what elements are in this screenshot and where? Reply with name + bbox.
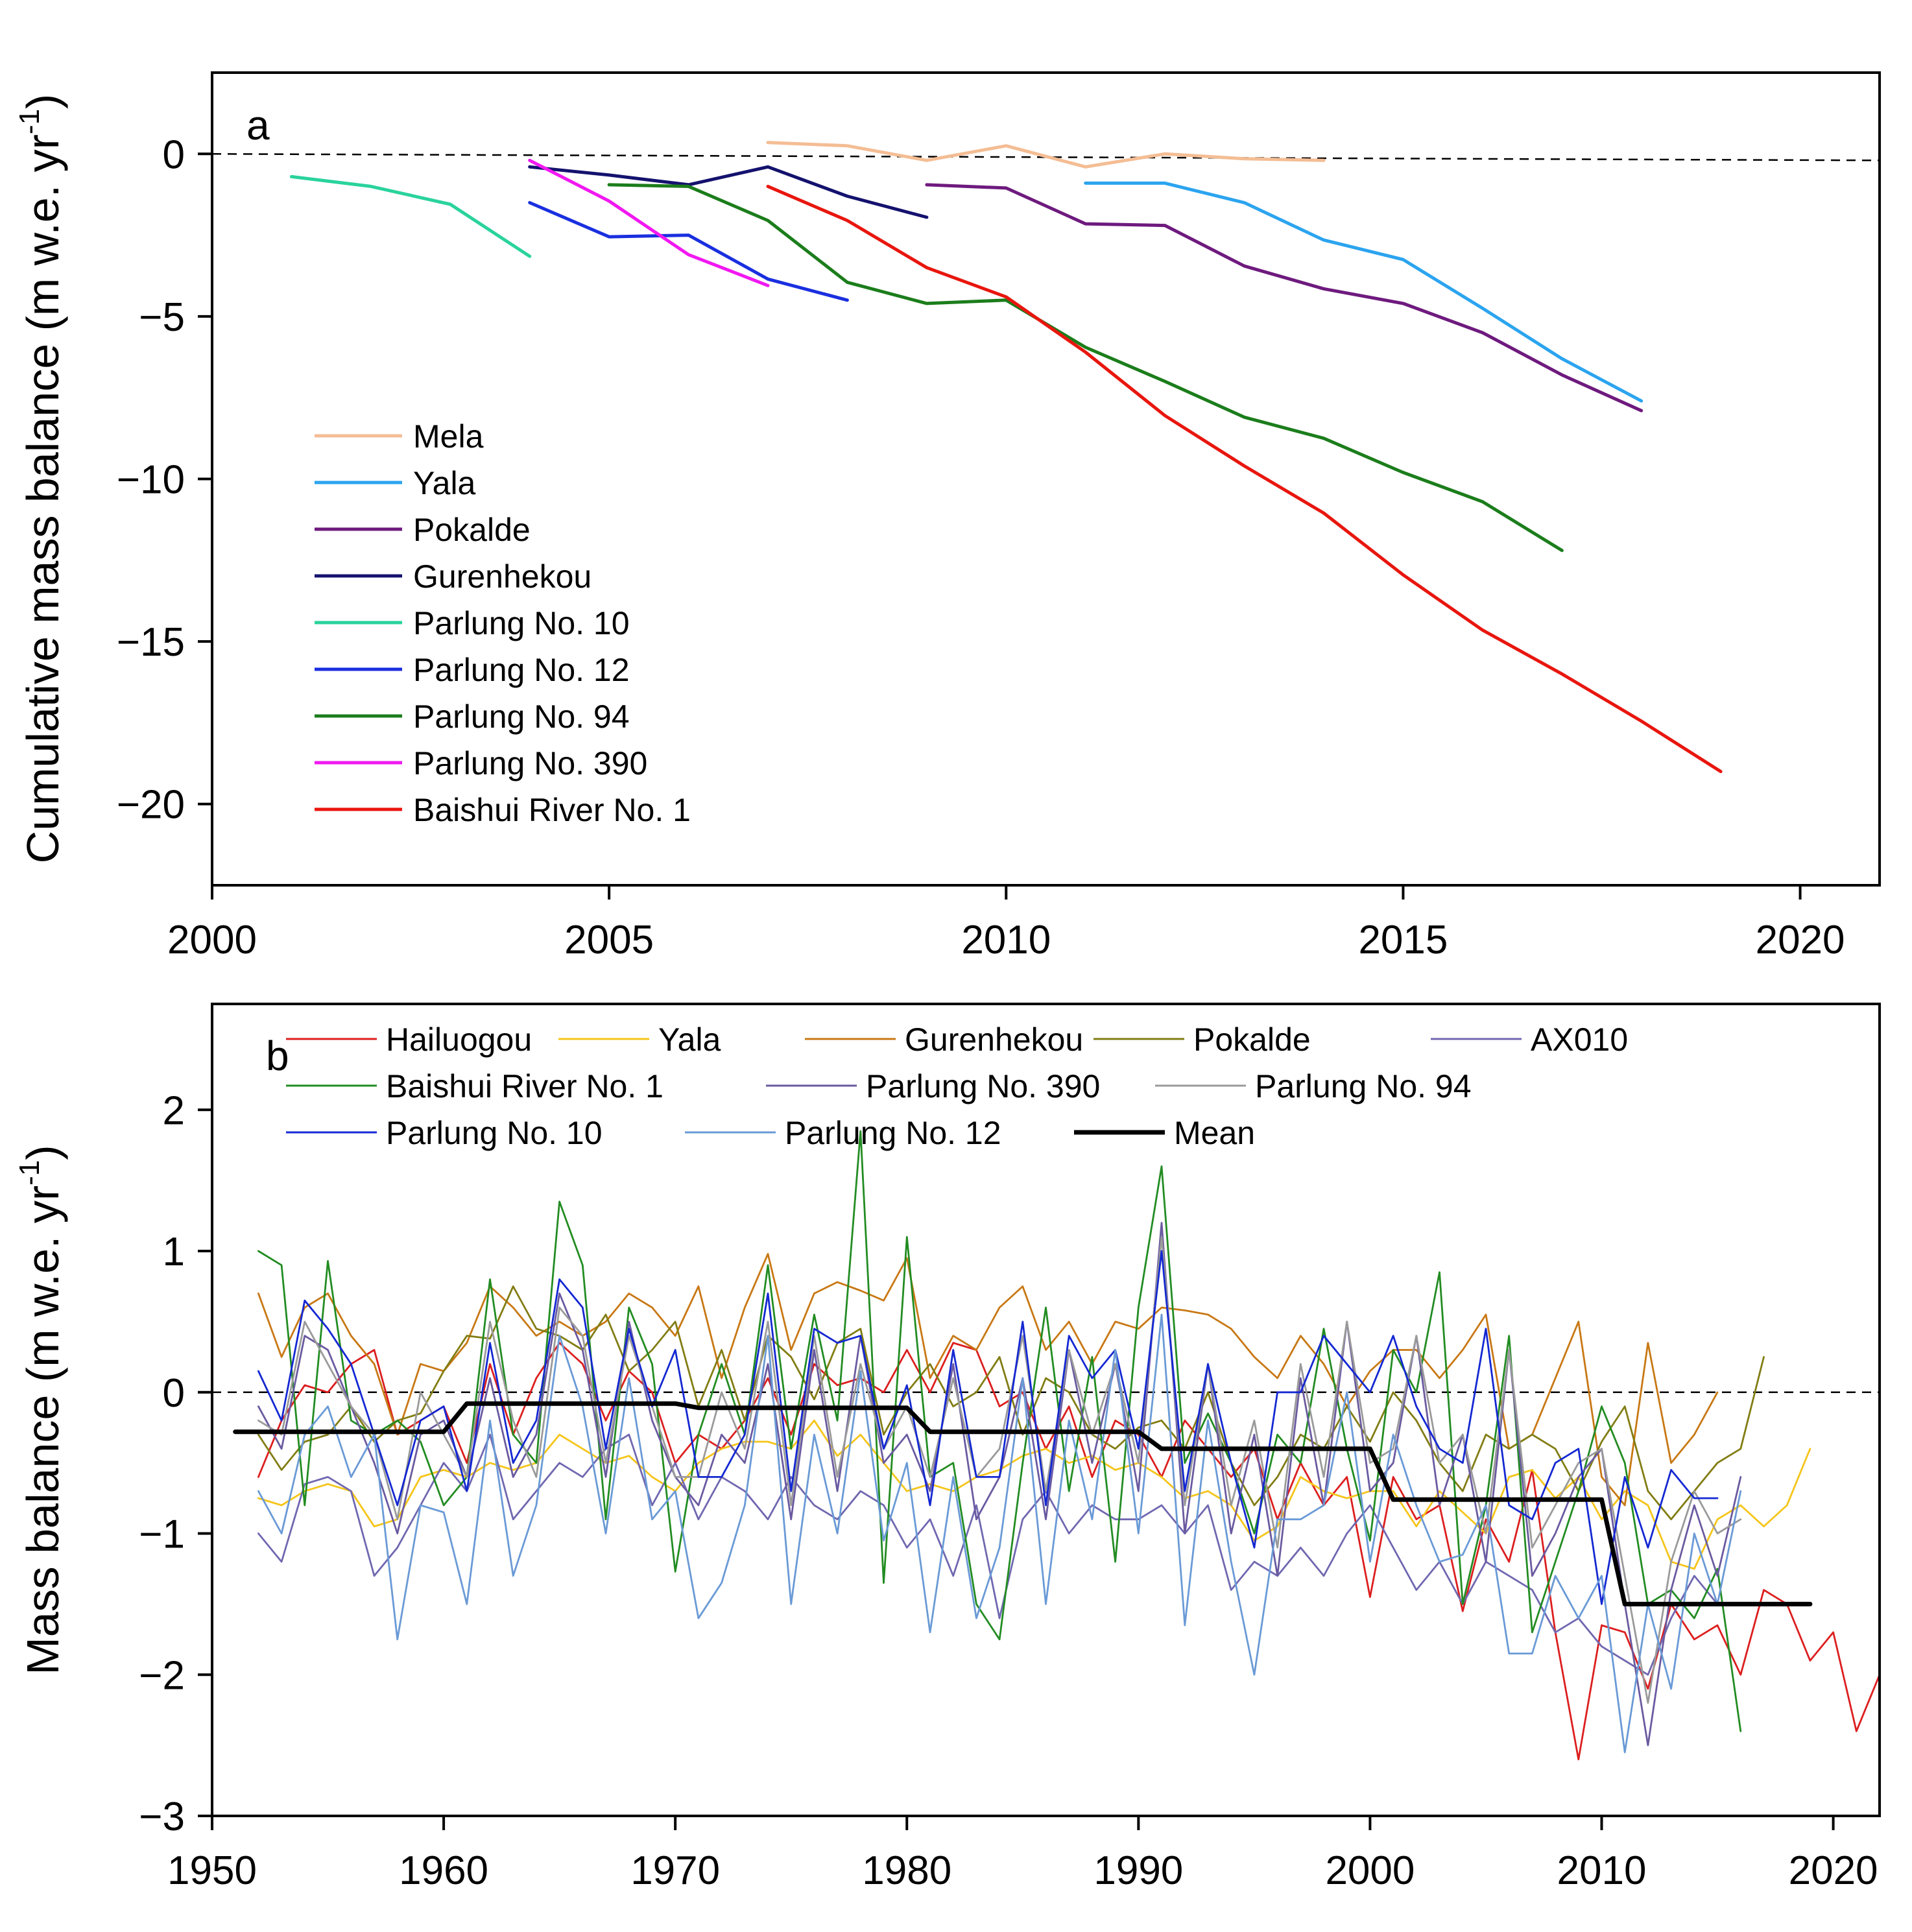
x-tick-label: 2010 xyxy=(961,918,1051,962)
x-tick-label: 2020 xyxy=(1756,918,1845,962)
series-line-hailuogou xyxy=(257,1342,1880,1761)
legend-label-parlung-no-12: Parlung No. 12 xyxy=(413,652,630,688)
legend: Mela Yala Pokalde Gurenhekou Parlung No. 10 P… xyxy=(315,418,691,828)
y-tick-label: 0 xyxy=(163,1371,185,1416)
series-line-baishui-river-no-1 xyxy=(766,184,1723,774)
series-line-parlung-no-94 xyxy=(257,1235,1742,1704)
x-tick-label: 2000 xyxy=(167,918,257,962)
legend-label-yala: Yala xyxy=(413,465,476,501)
series-line-pokalde xyxy=(925,183,1643,412)
y-tick-label: −10 xyxy=(117,458,185,503)
series-line-parlung-no-12 xyxy=(528,201,849,302)
y-tick-label: 0 xyxy=(163,132,185,177)
y-tick-label: −3 xyxy=(139,1795,185,1839)
legend-label-hailuogou: Hailuogou xyxy=(386,1021,532,1058)
legend-label-baishui-river-no-1: Baishui River No. 1 xyxy=(386,1068,663,1104)
series-line-parlung-no-390 xyxy=(528,158,770,287)
legend-label-yala: Yala xyxy=(658,1021,721,1058)
legend-label-parlung-no-94: Parlung No. 94 xyxy=(413,698,630,735)
series-line-parlung-no-10 xyxy=(289,174,532,258)
y-tick-label: −15 xyxy=(117,620,185,665)
x-tick-label: 1990 xyxy=(1093,1848,1183,1893)
legend-label-mela: Mela xyxy=(413,418,484,455)
series-line-gurenhekou xyxy=(528,165,929,219)
series-line-parlung-no-10 xyxy=(257,1250,1719,1605)
series-lines xyxy=(233,1130,1880,1761)
series-line-baishui-river-no-1 xyxy=(257,1130,1742,1732)
series-line-ax010 xyxy=(257,1433,1719,1676)
y-tick-label: 2 xyxy=(163,1088,185,1133)
y-tick-label: 1 xyxy=(163,1230,185,1274)
legend-label-parlung-no-10: Parlung No. 10 xyxy=(413,605,630,641)
legend-label-parlung-no-94: Parlung No. 94 xyxy=(1255,1068,1472,1104)
y-tick-label: −20 xyxy=(117,783,185,828)
legend-label-mean: Mean xyxy=(1174,1115,1255,1151)
plot-frame xyxy=(211,1003,1881,1817)
x-tick-label: 2005 xyxy=(564,918,654,962)
series-line-parlung-no-12 xyxy=(257,1313,1742,1754)
legend-label-baishui-river-no-1: Baishui River No. 1 xyxy=(413,792,691,828)
x-tick-label: 1950 xyxy=(167,1848,257,1893)
x-tick-label: 2020 xyxy=(1789,1848,1878,1893)
legend-label-gurenhekou: Gurenhekou xyxy=(905,1021,1083,1058)
legend-label-parlung-no-390: Parlung No. 390 xyxy=(866,1068,1100,1104)
y-tick-label: −5 xyxy=(139,295,185,340)
series-line-parlung-no-390 xyxy=(257,1222,1742,1747)
y-tick-label: −1 xyxy=(139,1512,185,1557)
x-tick-label: 2015 xyxy=(1358,918,1448,962)
legend-label-ax010: AX010 xyxy=(1531,1021,1628,1058)
series-line-parlung-no-94 xyxy=(607,183,1564,553)
legend-label-gurenhekou: Gurenhekou xyxy=(413,558,592,595)
legend-label-parlung-no-10: Parlung No. 10 xyxy=(386,1115,603,1151)
series-line-mean xyxy=(233,1401,1813,1606)
legend-label-parlung-no-12: Parlung No. 12 xyxy=(785,1115,1001,1151)
legend-label-pokalde: Pokalde xyxy=(413,512,531,548)
legend-label-parlung-no-390: Parlung No. 390 xyxy=(413,745,647,781)
x-tick-label: 1960 xyxy=(399,1848,488,1893)
x-tick-label: 2010 xyxy=(1557,1848,1647,1893)
panel-label: a xyxy=(246,102,270,149)
series-line-gurenhekou xyxy=(257,1253,1719,1507)
series-lines xyxy=(289,141,1723,774)
panel-label: b xyxy=(266,1032,289,1079)
x-tick-label: 1980 xyxy=(862,1848,951,1893)
y-axis-title: Cumulative mass balance (m w.e. yr-1) xyxy=(14,94,68,864)
x-tick-label: 1970 xyxy=(630,1848,720,1893)
series-line-yala xyxy=(1084,181,1643,403)
y-tick-label: −2 xyxy=(139,1653,185,1698)
series-line-mela xyxy=(766,141,1326,169)
panel-a: 2000 2005 2010 2015 2020 0 −5 −10 −15 −20 Cumulati… xyxy=(14,71,1881,962)
legend: Hailuogou Yala Gurenhekou Pokalde AX010 Baish… xyxy=(286,1021,1628,1151)
y-axis-title: Mass balance (m w.e. yr-1) xyxy=(14,1145,68,1675)
panel-b: 1950 1960 1970 1980 1990 2000 2010 2020 2 1 0 −1 −2 −… xyxy=(14,1003,1881,1893)
x-tick-label: 2000 xyxy=(1325,1848,1415,1893)
legend-label-pokalde: Pokalde xyxy=(1193,1021,1311,1058)
